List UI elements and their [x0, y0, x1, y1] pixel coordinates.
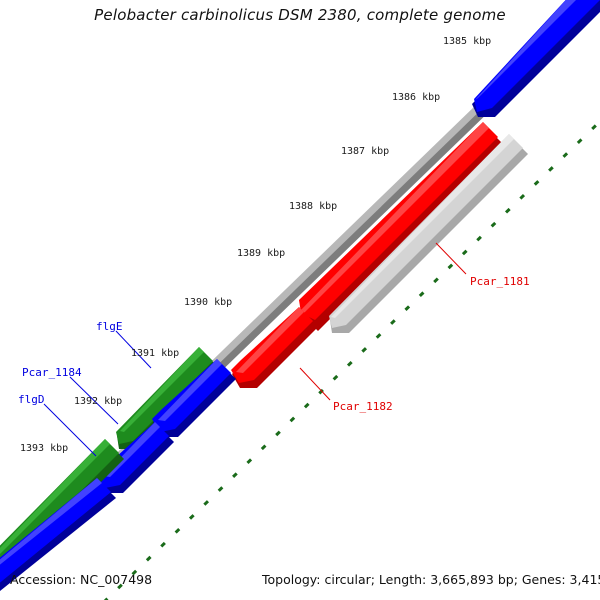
- feature-label-flgE[interactable]: flgE: [96, 320, 123, 333]
- feature-body: [116, 347, 213, 444]
- tick-label: 1389 kbp: [237, 248, 286, 259]
- feature-highlight: [331, 134, 514, 318]
- feature-label-Pcar_1184[interactable]: Pcar_1184: [22, 366, 82, 379]
- feature-label-Pcar_1182[interactable]: Pcar_1182: [333, 400, 393, 413]
- feature-highlight: [120, 347, 204, 432]
- feature-label-flgD[interactable]: flgD: [18, 393, 45, 406]
- leader-line-Pcar_1182: [299, 367, 331, 401]
- tick-label: 1392 kbp: [74, 396, 123, 407]
- tick-label: 1393 kbp: [20, 443, 69, 454]
- genome-summary-text: Topology: circular; Length: 3,665,893 bp…: [262, 572, 600, 587]
- feature-arrow-Pcar_1182[interactable]: [231, 307, 318, 388]
- tick-label: 1391 kbp: [131, 348, 180, 359]
- leader-line-Pcar_1181: [435, 242, 467, 275]
- feature-arrow-Pcar_1181[interactable]: [299, 122, 504, 331]
- page-title: Pelobacter carbinolicus DSM 2380, comple…: [94, 6, 506, 24]
- feature-highlight: [0, 478, 102, 565]
- feature-body: [474, 0, 600, 112]
- feature-body: [329, 134, 523, 328]
- feature-highlight: [158, 359, 222, 421]
- feature-arrow-Pcar_1184[interactable]: [152, 359, 236, 437]
- feature-body: [0, 478, 111, 583]
- feature-highlight: [0, 439, 110, 554]
- tick-label: 1390 kbp: [184, 297, 233, 308]
- leader-line-Pcar_1184: [69, 376, 119, 425]
- feature-arrow-blue-upper[interactable]: [472, 0, 600, 117]
- tick-label: 1385 kbp: [443, 36, 492, 47]
- tick-label: 1386 kbp: [392, 92, 441, 103]
- tick-label: 1387 kbp: [341, 146, 390, 157]
- feature-arrow-gray[interactable]: [329, 134, 528, 333]
- feature-body: [299, 122, 498, 320]
- feature-label-Pcar_1181[interactable]: Pcar_1181: [470, 275, 530, 288]
- ruler-dash-line: [103, 119, 600, 600]
- feature-highlight: [475, 0, 576, 100]
- leader-line-flgD: [43, 403, 97, 457]
- ruler-dashes: [103, 119, 600, 600]
- feature-arrow-blue-lower[interactable]: [0, 478, 116, 599]
- leader-line-flgE: [115, 330, 152, 369]
- tick-label: 1388 kbp: [289, 201, 338, 212]
- feature-highlight: [300, 122, 489, 313]
- leader-lines: [43, 242, 467, 457]
- feature-arrow-green-flgE[interactable]: [116, 347, 218, 449]
- feature-highlight: [236, 307, 304, 373]
- accession-text: Accession: NC_007498: [10, 572, 153, 587]
